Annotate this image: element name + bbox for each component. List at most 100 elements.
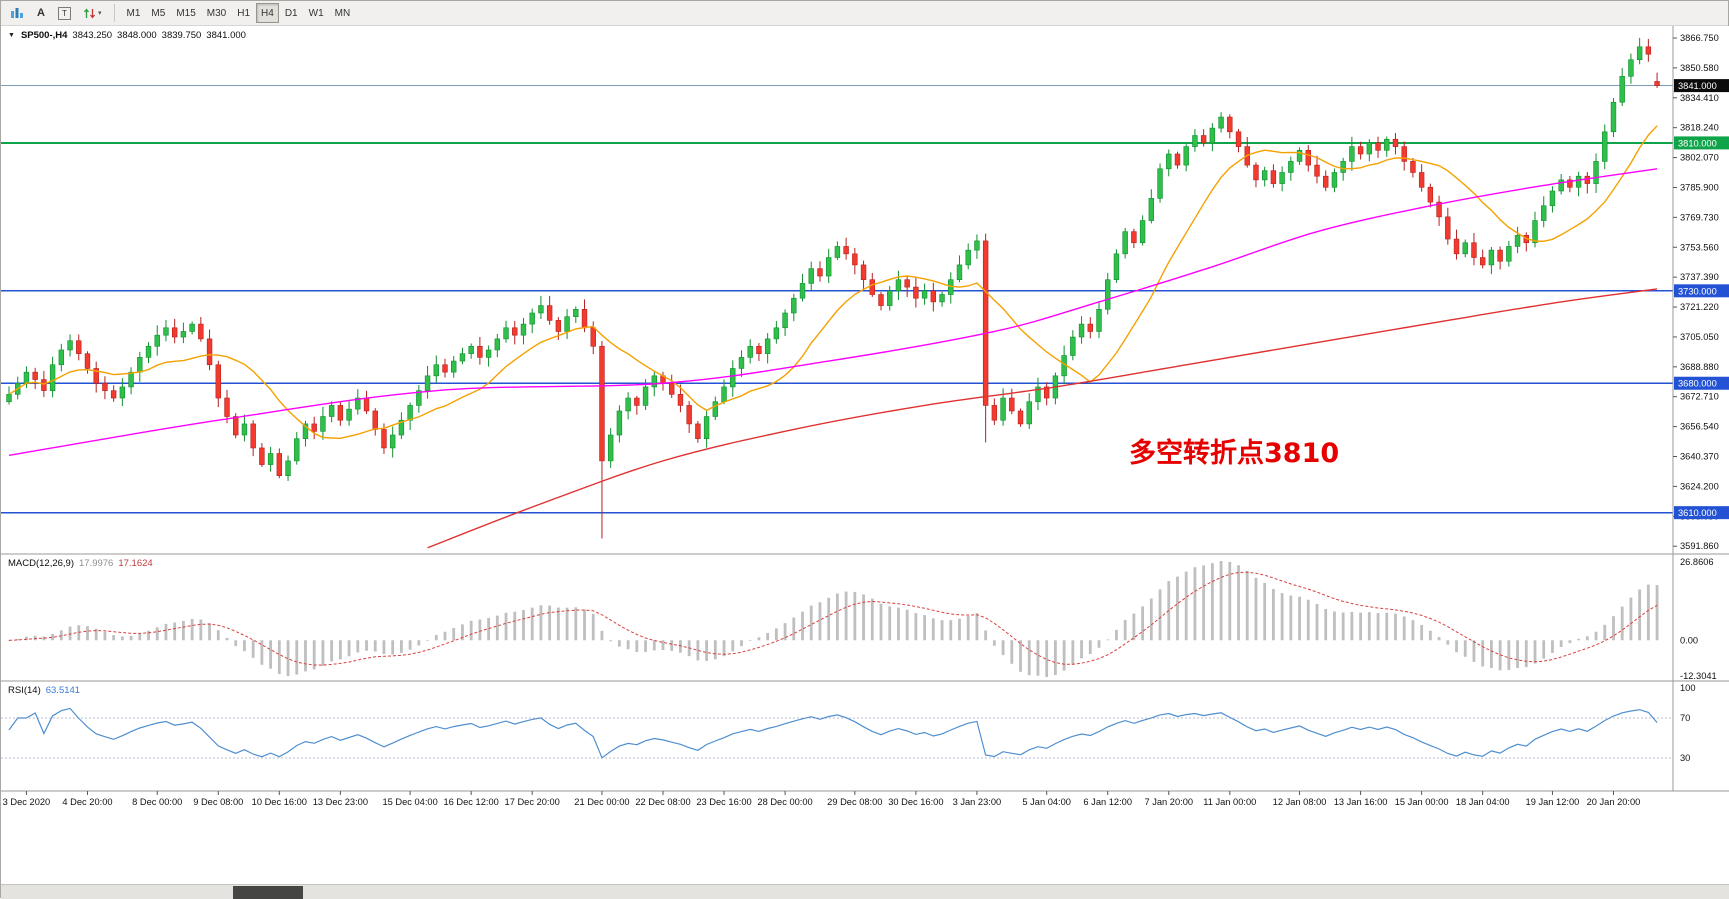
timeframe-button-w1[interactable]: W1 xyxy=(304,3,329,23)
time-axis-label: 15 Jan 00:00 xyxy=(1395,797,1449,807)
time-axis-label: 28 Dec 00:00 xyxy=(757,797,812,807)
macd-name: MACD(12,26,9) xyxy=(8,558,74,569)
price-axis-label: 3721.220 xyxy=(1680,302,1719,312)
timeframe-button-mn[interactable]: MN xyxy=(330,3,356,23)
timeframe-button-m1[interactable]: M1 xyxy=(122,3,146,23)
price-axis-label: 3769.730 xyxy=(1680,212,1719,222)
price-badge-label: 3841.000 xyxy=(1678,81,1717,91)
time-axis-label: 23 Dec 16:00 xyxy=(696,797,751,807)
ohlc-close: 3841.000 xyxy=(206,30,246,41)
price-axis-label: 3656.540 xyxy=(1680,422,1719,432)
symbol-dropdown-icon[interactable]: ▼ xyxy=(8,32,15,39)
ma-fast-line xyxy=(8,125,1658,440)
price-axis-label: 3688.880 xyxy=(1680,362,1719,372)
price-axis-label: 3591.860 xyxy=(1680,541,1719,551)
price-axis-label: 3737.390 xyxy=(1680,272,1719,282)
time-axis-label: 13 Jan 16:00 xyxy=(1334,797,1388,807)
time-axis-label: 19 Jan 12:00 xyxy=(1526,797,1580,807)
time-axis-label: 5 Jan 04:00 xyxy=(1022,797,1071,807)
symbol-period: SP500-,H4 xyxy=(20,30,68,41)
toolbar-separator xyxy=(113,4,115,22)
price-badge-label: 3810.000 xyxy=(1678,138,1717,148)
ohlc-low: 3839.750 xyxy=(161,30,202,41)
time-axis-label: 3 Jan 23:00 xyxy=(953,797,1002,807)
price-badge xyxy=(1674,284,1729,298)
macd-label: MACD(12,26,9) 17.9976 17.1624 xyxy=(8,558,153,569)
price-axis-label: 3802.070 xyxy=(1680,153,1719,163)
ma-mid-line xyxy=(8,168,1658,457)
time-axis-label: 29 Dec 08:00 xyxy=(827,797,882,807)
time-axis-label: 12 Jan 08:00 xyxy=(1273,797,1327,807)
axes-layer: 3866.750 3850.580 3834.410 3818.240 3802.070… xyxy=(1,26,1729,792)
ohlc-open: 3843.250 xyxy=(72,30,113,41)
price-badge-label: 3730.000 xyxy=(1678,286,1717,296)
price-axis-label: 3672.710 xyxy=(1680,392,1719,402)
rsi-name: RSI(14) xyxy=(8,685,41,696)
price-axis-label: 3818.240 xyxy=(1680,123,1719,133)
macd-axis-min: -12.3041 xyxy=(1680,671,1717,681)
time-axis-label: 15 Dec 04:00 xyxy=(382,797,437,807)
time-axis-label: 3 Dec 2020 xyxy=(3,797,51,807)
symbol-ohlc-label: ▼ SP500-,H4 3843.250 3848.000 3839.750 3… xyxy=(8,30,246,41)
macd-signal-line xyxy=(8,571,1658,666)
macd-signal-value: 17.1624 xyxy=(118,558,153,569)
macd-axis-max: 26.8606 xyxy=(1680,557,1714,567)
time-axis-label: 8 Dec 00:00 xyxy=(132,797,182,807)
price-axis-label: 3705.050 xyxy=(1680,332,1719,342)
time-axis-label: 6 Jan 12:00 xyxy=(1083,797,1132,807)
label-tool-button[interactable]: T xyxy=(53,3,76,23)
timeframe-button-h4[interactable]: H4 xyxy=(256,3,279,23)
timeframe-button-m5[interactable]: M5 xyxy=(146,3,170,23)
text-tool-button[interactable]: A xyxy=(31,3,51,23)
annotation-text: 多空转折点3810 xyxy=(1129,438,1340,469)
toolbar: A T ▾ M1 M5 M15 M30 H1 H4 D1 W1 MN xyxy=(1,1,1728,26)
price-axis-label: 3624.200 xyxy=(1680,481,1719,491)
ma-slow-line xyxy=(427,288,1658,549)
moving-averages-layer xyxy=(8,125,1658,549)
rsi-label: RSI(14) 63.5141 xyxy=(8,685,80,696)
rsi-axis-label: 70 xyxy=(1680,713,1690,723)
macd-main-value: 17.9976 xyxy=(79,558,114,569)
macd-axis-zero: 0.00 xyxy=(1680,635,1698,645)
timeframe-button-m15[interactable]: M15 xyxy=(171,3,200,23)
horizontal-scrollbar[interactable] xyxy=(1,884,1729,899)
price-badge-label: 3680.000 xyxy=(1678,379,1717,389)
price-axis-label: 3850.580 xyxy=(1680,63,1719,73)
macd-layer xyxy=(7,561,1659,677)
timeframe-group: M1 M5 M15 M30 H1 H4 D1 W1 MN xyxy=(122,3,356,23)
cycles-tool-button[interactable]: ▾ xyxy=(78,3,107,23)
price-badge xyxy=(1674,136,1729,150)
time-axis-label: 7 Jan 20:00 xyxy=(1144,797,1193,807)
price-axis-label: 3640.370 xyxy=(1680,452,1719,462)
time-axis-label: 9 Dec 08:00 xyxy=(193,797,243,807)
candles-layer xyxy=(6,37,1660,539)
price-badge xyxy=(1674,506,1729,520)
timeframe-button-h1[interactable]: H1 xyxy=(232,3,255,23)
timeframe-button-d1[interactable]: D1 xyxy=(280,3,303,23)
time-axis-label: 16 Dec 12:00 xyxy=(444,797,499,807)
time-axis-label: 13 Dec 23:00 xyxy=(313,797,368,807)
scrollbar-thumb[interactable] xyxy=(233,886,303,899)
price-axis-label: 3834.410 xyxy=(1680,93,1719,103)
price-badge xyxy=(1674,376,1729,390)
chart-window-button[interactable] xyxy=(5,3,29,23)
hlines-layer xyxy=(1,85,1673,514)
time-axis-label: 22 Dec 08:00 xyxy=(635,797,690,807)
time-axis-label: 4 Dec 20:00 xyxy=(62,797,112,807)
caret-down-icon: ▾ xyxy=(98,10,102,17)
time-axis-label: 30 Dec 16:00 xyxy=(888,797,943,807)
rsi-layer xyxy=(1,707,1673,759)
rsi-axis-label: 30 xyxy=(1680,753,1690,763)
rsi-value: 63.5141 xyxy=(45,685,81,696)
time-axis-label: 10 Dec 16:00 xyxy=(252,797,307,807)
price-axis-label: 3866.750 xyxy=(1680,33,1719,43)
chart-bars-icon xyxy=(11,8,23,18)
time-axis-label: 20 Jan 20:00 xyxy=(1587,797,1641,807)
price-axis-label: 3753.560 xyxy=(1680,242,1719,252)
chart-canvas[interactable]: 3866.750 3850.580 3834.410 3818.240 3802.070… xyxy=(1,26,1729,899)
rsi-line xyxy=(8,707,1658,759)
price-axis-label: 3785.900 xyxy=(1680,182,1719,192)
timeframe-button-m30[interactable]: M30 xyxy=(202,3,231,23)
rsi-axis-label: 100 xyxy=(1680,683,1696,693)
